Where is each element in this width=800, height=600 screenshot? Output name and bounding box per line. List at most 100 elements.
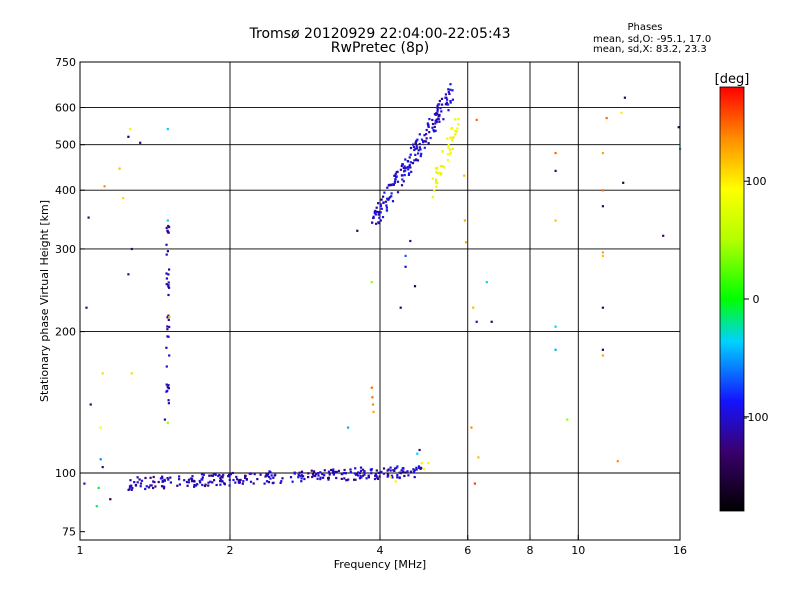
- data-point: [378, 216, 381, 219]
- data-point: [249, 480, 253, 483]
- data-point: [168, 354, 171, 357]
- data-point: [363, 473, 366, 476]
- data-point: [385, 209, 388, 212]
- data-point: [435, 112, 438, 115]
- data-point: [166, 316, 169, 319]
- data-point: [389, 476, 392, 479]
- data-point: [409, 470, 412, 473]
- data-point: [378, 211, 381, 214]
- data-point: [435, 178, 438, 181]
- data-point: [425, 133, 428, 136]
- data-point: [270, 474, 273, 477]
- data-point: [200, 473, 204, 476]
- data-point: [136, 476, 139, 479]
- data-point: [166, 229, 169, 232]
- colorbar-tick-label: 100: [746, 175, 767, 188]
- data-point: [438, 171, 442, 174]
- data-point: [332, 473, 335, 476]
- data-point: [375, 469, 378, 472]
- data-point: [457, 123, 460, 126]
- data-point: [193, 484, 196, 487]
- data-point: [393, 181, 396, 184]
- data-point: [264, 475, 267, 478]
- data-point: [101, 372, 104, 375]
- data-point: [449, 83, 452, 86]
- data-point: [244, 476, 247, 479]
- data-point: [201, 478, 204, 481]
- data-point: [131, 487, 134, 490]
- data-point: [464, 241, 468, 244]
- data-point: [165, 346, 168, 349]
- data-point: [662, 234, 665, 237]
- data-point: [390, 195, 393, 198]
- data-point: [354, 478, 357, 481]
- data-point: [419, 155, 422, 158]
- colorbar-ticks: 100 0 -100: [744, 175, 769, 424]
- data-point: [415, 147, 418, 150]
- data-point: [166, 231, 170, 234]
- data-point: [203, 484, 207, 488]
- data-point: [201, 476, 204, 479]
- data-point: [449, 151, 452, 154]
- data-point: [310, 469, 313, 472]
- data-point: [427, 142, 430, 145]
- data-point: [228, 478, 231, 482]
- data-point: [377, 202, 380, 205]
- data-point: [153, 481, 156, 484]
- data-point: [601, 254, 604, 257]
- data-point: [144, 476, 147, 480]
- data-point: [239, 478, 242, 481]
- y-axis-label: Stationary phase Virtual Height [km]: [38, 200, 51, 402]
- data-point: [415, 139, 418, 142]
- data-point: [427, 462, 430, 465]
- data-point: [439, 165, 442, 168]
- data-point: [386, 197, 389, 200]
- data-point: [432, 129, 435, 132]
- data-point: [355, 473, 359, 476]
- data-point: [217, 474, 220, 478]
- data-point: [211, 481, 214, 484]
- data-point: [436, 106, 439, 109]
- data-point: [194, 484, 197, 487]
- data-point: [129, 479, 132, 482]
- data-point: [332, 468, 335, 471]
- data-point: [101, 466, 104, 469]
- data-point: [439, 107, 442, 110]
- colorbar-tick-label: 0: [753, 293, 760, 306]
- data-point: [331, 469, 335, 472]
- data-point: [385, 204, 388, 207]
- data-point: [234, 481, 237, 484]
- data-point: [202, 473, 205, 476]
- data-point: [167, 224, 170, 228]
- data-point: [410, 170, 413, 173]
- data-point: [473, 482, 476, 485]
- data-point: [449, 136, 452, 139]
- data-point: [377, 471, 380, 474]
- data-point: [393, 180, 397, 183]
- data-point: [157, 480, 160, 484]
- data-point: [423, 134, 426, 137]
- data-point: [470, 426, 473, 429]
- data-point: [152, 480, 155, 483]
- data-point: [371, 221, 374, 224]
- data-point: [163, 418, 166, 421]
- data-point: [130, 247, 133, 251]
- data-point: [139, 482, 143, 485]
- data-point: [319, 478, 322, 481]
- data-point: [433, 189, 436, 192]
- data-point: [485, 281, 488, 284]
- data-point: [178, 478, 181, 481]
- data-point: [298, 471, 301, 474]
- data-point: [353, 478, 356, 481]
- data-point: [406, 470, 409, 473]
- data-point: [389, 469, 392, 472]
- x-axis-label: Frequency [MHz]: [334, 558, 426, 571]
- data-point: [409, 166, 412, 169]
- data-point: [222, 473, 225, 477]
- data-point: [279, 481, 282, 484]
- data-point: [317, 472, 320, 475]
- data-point: [337, 469, 340, 472]
- data-point: [388, 183, 391, 186]
- data-point: [444, 103, 447, 106]
- data-point: [335, 476, 338, 480]
